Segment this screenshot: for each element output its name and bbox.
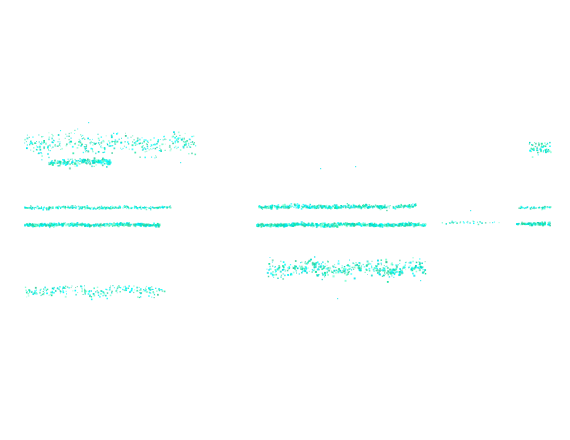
streak-top-left-upper: [24, 128, 197, 161]
streak-band-b-center: [256, 221, 427, 229]
streak-band-b-right: [516, 221, 551, 227]
streak-band-b-left: [24, 222, 161, 229]
streak-band-a-left: [24, 205, 172, 211]
stray-specks: [88, 122, 494, 300]
streak-band-b-gap: [441, 220, 500, 226]
streak-top-left-lower: [48, 157, 112, 170]
streak-mid-cluster: [266, 256, 427, 283]
streak-band-a-center: [258, 203, 417, 212]
streak-band-a-right: [518, 205, 552, 211]
streak-lower-left: [24, 285, 166, 301]
streak-top-right: [528, 141, 552, 158]
